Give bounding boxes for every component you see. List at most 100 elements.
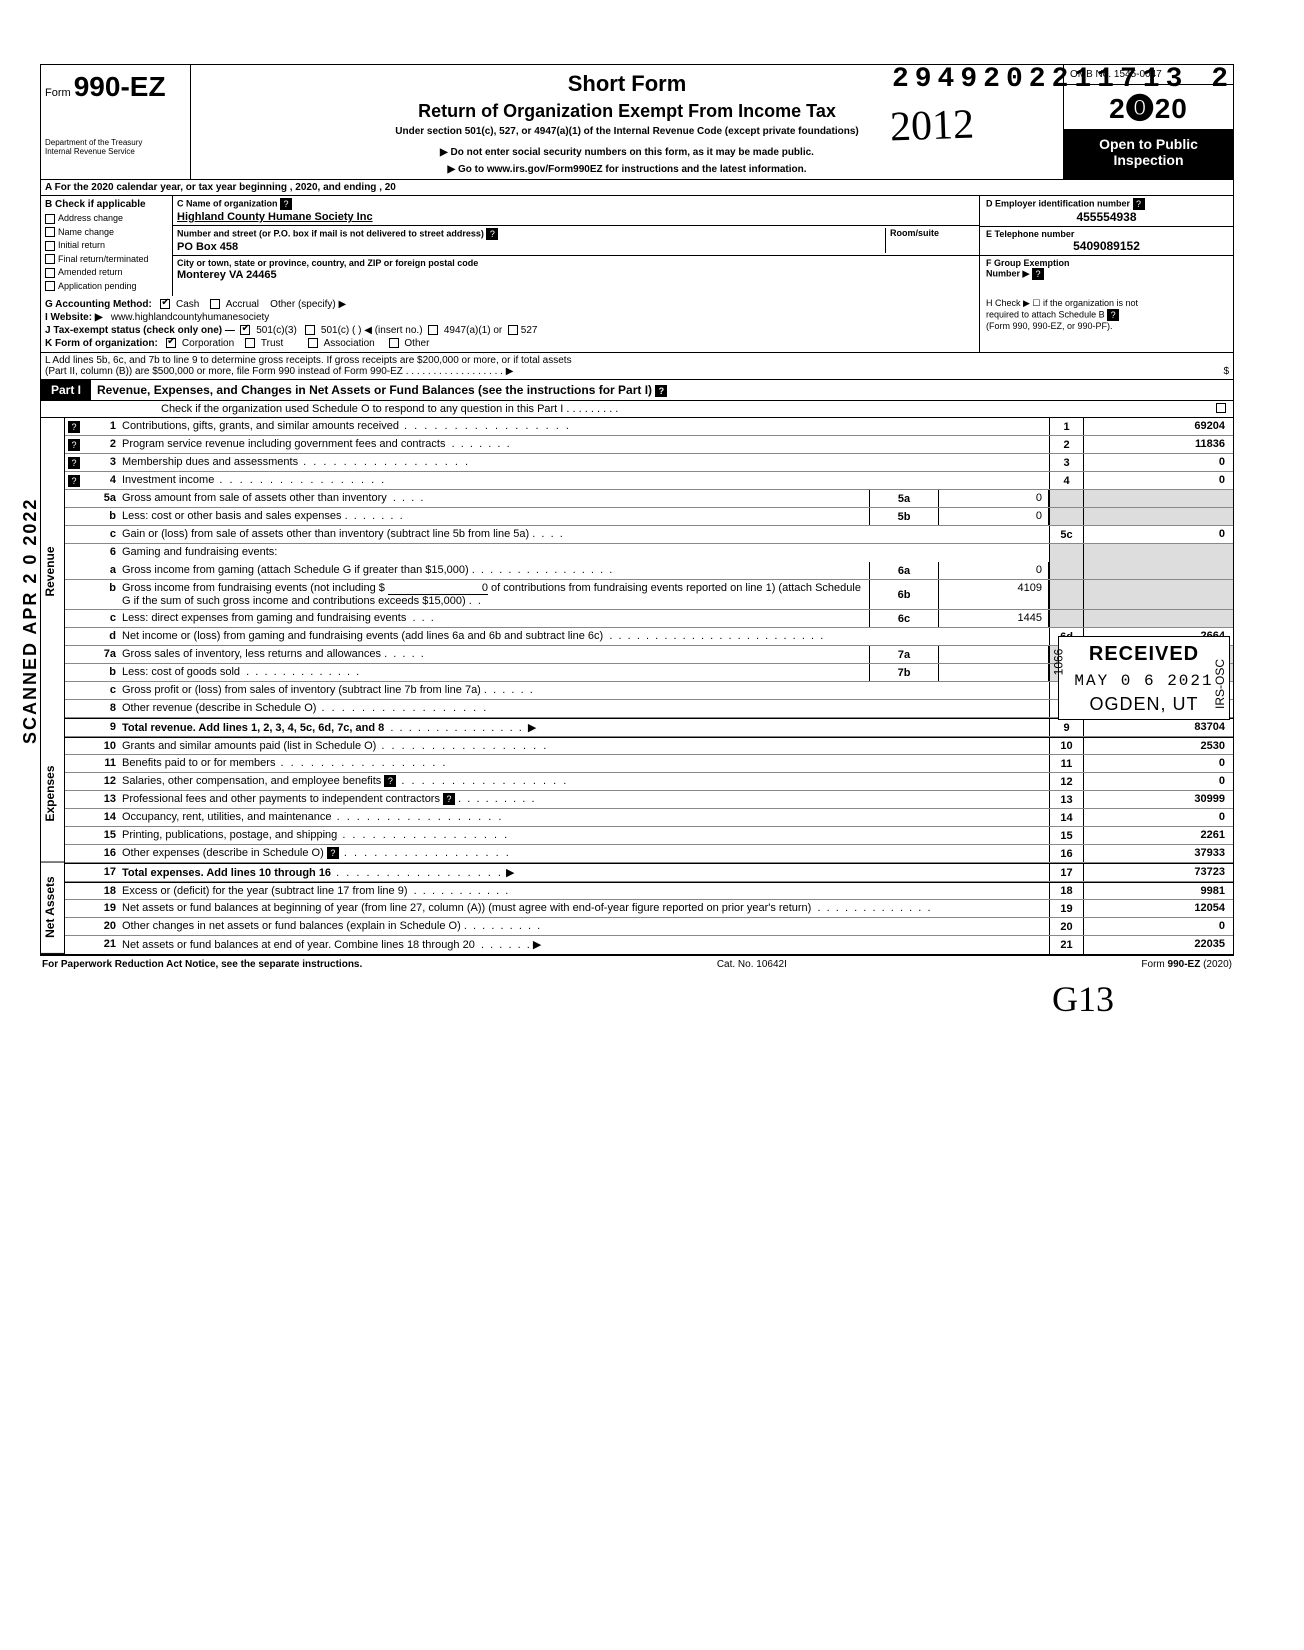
i-website-label: I Website: ▶ [45, 312, 103, 323]
line-21: 21 Net assets or fund balances at end of… [65, 936, 1233, 954]
val-6b: 4109 [939, 580, 1049, 609]
scanned-stamp: SCANNED APR 2 0 2022 [20, 498, 41, 744]
help-icon: ? [68, 457, 80, 469]
f-group-label: F Group Exemption [986, 258, 1070, 268]
handwritten-year: 2012 [889, 101, 975, 152]
help-icon: ? [443, 793, 455, 805]
line-4: ? 4 Investment income 4 0 [65, 472, 1233, 490]
line-12: 12 Salaries, other compensation, and emp… [65, 773, 1233, 791]
row-g-accounting: G Accounting Method: Cash Accrual Other … [40, 296, 1234, 353]
val-7b [939, 664, 1049, 681]
form-number: 990-EZ [74, 71, 166, 102]
part1-schedule-o-checkbox[interactable] [1216, 403, 1226, 413]
k-trust-checkbox[interactable] [245, 338, 255, 348]
amt-1: 69204 [1083, 418, 1233, 435]
line-6a: a Gross income from gaming (attach Sched… [65, 562, 1233, 580]
line-17: 17 Total expenses. Add lines 10 through … [65, 863, 1233, 882]
j-501c-checkbox[interactable] [305, 325, 315, 335]
amt-20: 0 [1083, 918, 1233, 935]
received-stamp: 1066 RECEIVED MAY 0 6 2021 OGDEN, UT IRS… [1058, 636, 1230, 720]
row-l: L Add lines 5b, 6c, and 7b to line 9 to … [40, 353, 1234, 380]
bottom-signature: G13 [40, 978, 1234, 1020]
help-icon: ? [68, 475, 80, 487]
val-5b: 0 [939, 508, 1049, 525]
row-a-tax-year: A For the 2020 calendar year, or tax yea… [40, 179, 1234, 196]
j-527-checkbox[interactable] [508, 325, 518, 335]
part1-tag: Part I [41, 380, 91, 400]
line-15: 15 Printing, publications, postage, and … [65, 827, 1233, 845]
help-icon: ? [1133, 198, 1145, 210]
k-corp-checkbox[interactable] [166, 338, 176, 348]
j-501c3-label: 501(c)(3) [256, 325, 297, 336]
amt-12: 0 [1083, 773, 1233, 790]
amt-5c: 0 [1083, 526, 1233, 543]
line-6c: c Less: direct expenses from gaming and … [65, 610, 1233, 628]
vlabel-netassets: Net Assets [41, 862, 64, 954]
amt-2: 11836 [1083, 436, 1233, 453]
line-11: 11 Benefits paid to or for members 11 0 [65, 755, 1233, 773]
b-opt-amended[interactable]: Amended return [45, 266, 168, 280]
title-goto: ▶ Go to www.irs.gov/Form990EZ for instru… [199, 164, 1055, 175]
help-icon: ? [384, 775, 396, 787]
line-1: ? 1 Contributions, gifts, grants, and si… [65, 418, 1233, 436]
line-5b: b Less: cost or other basis and sales ex… [65, 508, 1233, 526]
j-4947-label: 4947(a)(1) or [444, 325, 502, 336]
c-room-label: Room/suite [890, 228, 939, 238]
d-ein-label: D Employer identification number [986, 198, 1130, 208]
line-9: 9 Total revenue. Add lines 1, 2, 3, 4, 5… [65, 718, 1233, 737]
f-group-number: Number ▶ [986, 268, 1029, 278]
h-line3: (Form 990, 990-EZ, or 990-PF). [986, 321, 1227, 331]
b-opt-name[interactable]: Name change [45, 226, 168, 240]
j-4947-checkbox[interactable] [428, 325, 438, 335]
stamp-side-left: 1066 [1051, 649, 1065, 676]
k-corp-label: Corporation [182, 338, 234, 349]
inspection: Inspection [1066, 152, 1231, 168]
form-prefix: Form [45, 87, 71, 99]
line-3: ? 3 Membership dues and assessments 3 0 [65, 454, 1233, 472]
open-to-public: Open to Public [1066, 136, 1231, 152]
amt-9: 83704 [1083, 719, 1233, 736]
j-501c3-checkbox[interactable] [240, 325, 250, 335]
line-16: 16 Other expenses (describe in Schedule … [65, 845, 1233, 863]
stamp-location: OGDEN, UT [1067, 694, 1221, 715]
l-line2: (Part II, column (B)) are $500,000 or mo… [45, 366, 408, 377]
help-icon: ? [68, 439, 80, 451]
amt-16: 37933 [1083, 845, 1233, 862]
j-501c-label: 501(c) ( ) ◀ (insert no.) [321, 325, 423, 336]
section-bcdef: B Check if applicable Address change Nam… [40, 196, 1234, 296]
e-phone-label: E Telephone number [986, 229, 1074, 239]
main-table: Revenue Expenses Net Assets ? 1 Contribu… [40, 418, 1234, 955]
k-assoc-label: Association [324, 338, 375, 349]
k-assoc-checkbox[interactable] [308, 338, 318, 348]
footer-left: For Paperwork Reduction Act Notice, see … [42, 959, 362, 970]
line-5c: c Gain or (loss) from sale of assets oth… [65, 526, 1233, 544]
line-19: 19 Net assets or fund balances at beginn… [65, 900, 1233, 918]
line-18: 18 Excess or (deficit) for the year (sub… [65, 882, 1233, 900]
g-accrual-checkbox[interactable] [210, 299, 220, 309]
help-icon: ? [280, 198, 292, 210]
g-cash-checkbox[interactable] [160, 299, 170, 309]
stamp-side-right: IRS-OSC [1213, 659, 1227, 709]
footer-mid: Cat. No. 10642I [717, 959, 787, 970]
c-name-label: C Name of organization [177, 198, 278, 208]
line-2: ? 2 Program service revenue including go… [65, 436, 1233, 454]
line-10: 10 Grants and similar amounts paid (list… [65, 737, 1233, 755]
footer: For Paperwork Reduction Act Notice, see … [40, 955, 1234, 970]
k-other-checkbox[interactable] [389, 338, 399, 348]
line-14: 14 Occupancy, rent, utilities, and maint… [65, 809, 1233, 827]
dept-line2: Internal Revenue Service [45, 148, 186, 157]
dln-number: 2949202211713 2 [892, 64, 1234, 95]
b-opt-pending[interactable]: Application pending [45, 280, 168, 294]
val-6b-contrib: 0 [388, 582, 488, 595]
help-icon: ? [327, 847, 339, 859]
stamp-received: RECEIVED [1067, 643, 1221, 666]
k-trust-label: Trust [261, 338, 283, 349]
b-opt-initial[interactable]: Initial return [45, 239, 168, 253]
amt-11: 0 [1083, 755, 1233, 772]
b-opt-address[interactable]: Address change [45, 212, 168, 226]
form-year: 2⓿20 [1109, 93, 1188, 124]
footer-right: Form 990-EZ (2020) [1141, 959, 1232, 970]
amt-14: 0 [1083, 809, 1233, 826]
b-opt-final[interactable]: Final return/terminated [45, 253, 168, 267]
line-13: 13 Professional fees and other payments … [65, 791, 1233, 809]
